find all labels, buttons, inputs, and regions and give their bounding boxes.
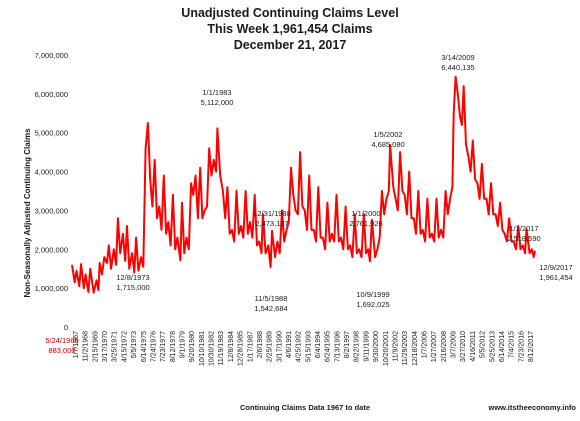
annotation-value: 1,692,025 <box>356 300 389 309</box>
x-tick-label: 3/27/2010 <box>460 331 467 362</box>
x-tick-label: 3/17/1990 <box>276 331 283 362</box>
x-tick-label: 7/23/1977 <box>160 331 167 362</box>
x-tick-label: 3/25/1971 <box>112 331 119 362</box>
annotation-value: 1,542,684 <box>254 304 287 313</box>
x-tick-label: 2/15/1969 <box>92 331 99 362</box>
annotation-date: 1/1/2000 <box>351 209 380 218</box>
x-tick-label: 11/2/1968 <box>83 331 90 362</box>
chart-title-line-1: Unadjusted Continuing Claims Level <box>181 6 398 20</box>
x-tick-label: 2/16/2008 <box>441 331 448 362</box>
y-tick-label: 5,000,000 <box>35 129 68 138</box>
x-tick-label: 12/18/2004 <box>412 331 419 366</box>
annotation-value: 5,112,000 <box>201 98 234 107</box>
annotation-value: 1,715,000 <box>116 283 149 292</box>
annotation-date: 12/31/1988 <box>253 209 291 218</box>
x-tick-label: 12/8/1984 <box>228 331 235 362</box>
y-axis-label: Non-Seasonally Adjusted Continuing Claim… <box>23 128 32 298</box>
y-tick-label: 1,000,000 <box>35 284 68 293</box>
y-tick-label: 2,000,000 <box>35 245 68 254</box>
annotation-date: 1/1/1983 <box>202 88 231 97</box>
x-tick-label: 4/15/1972 <box>121 331 128 362</box>
annotation-date: 5/24/1969 <box>45 336 78 345</box>
x-tick-label: 4/6/1991 <box>286 331 293 358</box>
annotation-value: 2,761,926 <box>349 219 382 228</box>
y-tick-label: 0 <box>64 323 68 332</box>
x-tick-label: 9/11/1999 <box>363 331 370 362</box>
x-tick-label: 6/14/2014 <box>499 331 506 362</box>
x-tick-label: 12/28/1985 <box>238 331 245 366</box>
x-tick-label: 1/17/1987 <box>247 331 254 362</box>
x-tick-label: 8/22/1998 <box>354 331 361 362</box>
annotation-value: 2,518,590 <box>507 234 540 243</box>
annotation-date: 11/5/1988 <box>255 294 288 303</box>
x-tick-label: 5/5/2012 <box>480 331 487 358</box>
annotation-value: 2,473,187 <box>255 219 288 228</box>
x-tick-label: 6/14/1975 <box>141 331 148 362</box>
annotation-value: 1,961,454 <box>539 273 572 282</box>
chart-title-group: Unadjusted Continuing Claims Level This … <box>181 6 398 52</box>
source-credit: www.itstheeconomy.info <box>487 403 576 412</box>
x-axis-label: Continuing Claims Data 1967 to date <box>240 403 370 412</box>
x-tick-label: 7/23/2016 <box>518 331 525 362</box>
x-tick-label: 2/25/1989 <box>267 331 274 362</box>
x-tick-label: 8/12/2017 <box>528 331 535 362</box>
annotation-value: 883,000 <box>48 346 75 355</box>
series-group <box>71 75 536 294</box>
annotation-date: 10/9/1999 <box>356 290 389 299</box>
x-tick-label: 7/24/1976 <box>150 331 157 362</box>
annotation-date: 1/1/2017 <box>509 224 538 233</box>
x-tick-label: 3/17/1970 <box>102 331 109 362</box>
annotation-date: 3/14/2009 <box>441 53 474 62</box>
y-tick-label: 4,000,000 <box>35 168 68 177</box>
x-tick-label: 11/29/2003 <box>402 331 409 366</box>
annotation-value: 6,440,135 <box>441 63 474 72</box>
x-tick-label: 4/16/2011 <box>470 331 477 362</box>
annotation-date: 1/5/2002 <box>373 130 402 139</box>
x-tick-label: 9/20/1980 <box>189 331 196 362</box>
chart-title-line-2: This Week 1,961,454 Claims <box>207 22 372 36</box>
x-tick-label: 5/15/1993 <box>305 331 312 362</box>
x-tick-label: 11/19/1983 <box>218 331 225 366</box>
chart-title-line-3: December 21, 2017 <box>234 38 347 52</box>
x-tick-label: 7/4/2015 <box>509 331 516 358</box>
x-tick-label: 1/7/1967 <box>73 331 80 358</box>
y-tick-label: 7,000,000 <box>35 51 68 60</box>
x-tick-label: 10/30/1982 <box>209 331 216 366</box>
y-axis-ticks: 0 1,000,000 2,000,000 3,000,000 4,000,000 5,0… <box>35 51 68 332</box>
annotation-date: 12/9/2017 <box>539 263 572 272</box>
annotation-date: 12/8/1973 <box>116 273 149 282</box>
x-tick-label: 9/1/1979 <box>179 331 186 358</box>
y-tick-label: 6,000,000 <box>35 90 68 99</box>
x-tick-label: 7/13/1996 <box>334 331 341 362</box>
x-tick-label: 11/9/2002 <box>392 331 399 362</box>
x-tick-label: 2/6/1988 <box>257 331 264 358</box>
x-tick-label: 8/12/1978 <box>170 331 177 362</box>
x-tick-label: 5/25/2013 <box>489 331 496 362</box>
annotation-value: 4,685,080 <box>371 140 404 149</box>
series-line-0 <box>71 75 536 294</box>
x-tick-label: 10/20/2001 <box>383 331 390 366</box>
x-tick-label: 1/7/2006 <box>422 331 429 358</box>
x-tick-label: 3/7/2009 <box>451 331 458 358</box>
x-tick-label: 10/10/1981 <box>199 331 206 366</box>
x-tick-label: 4/25/1992 <box>296 331 303 362</box>
x-tick-label: 6/24/1995 <box>325 331 332 362</box>
x-tick-label: 8/2/1997 <box>344 331 351 358</box>
x-tick-label: 1/27/2007 <box>431 331 438 362</box>
y-tick-label: 3,000,000 <box>35 206 68 215</box>
x-axis-ticks: 1/7/1967 11/2/1968 2/15/1969 3/17/1970 3/25/… <box>73 331 535 366</box>
x-tick-label: 5/5/1973 <box>131 331 138 358</box>
x-tick-label: 6/4/1994 <box>315 331 322 358</box>
x-tick-label: 9/30/2000 <box>373 331 380 362</box>
